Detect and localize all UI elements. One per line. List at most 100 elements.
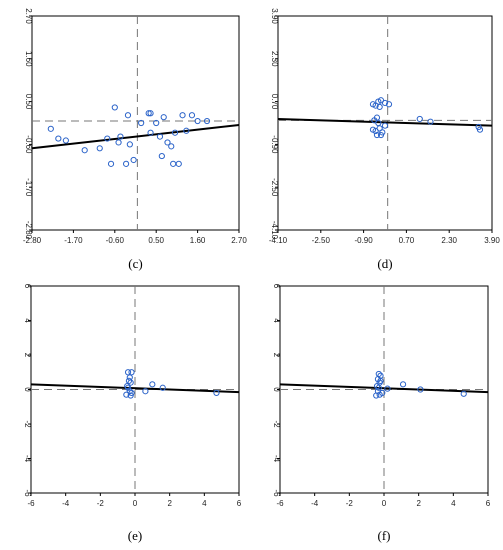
scatter-point [373,392,380,399]
x-tick-label: 3.90 [484,236,500,245]
scatter-point [399,381,407,388]
x-tick-label: -0.90 [354,236,373,245]
scatter-point [188,112,196,119]
scatter-point [381,99,389,107]
x-tick-label: -2.80 [23,236,42,245]
x-tick-label: 6 [237,499,242,508]
x-tick-label: 0.50 [148,236,164,245]
y-tick-label: 0 [272,387,281,392]
scatter-point [179,112,186,119]
scatter-point [416,115,423,123]
y-tick-label: 0 [23,387,32,392]
scatter-point [379,389,386,397]
scatter-point [111,104,118,111]
scatter-point [126,141,133,148]
scatter-point [159,384,166,391]
x-tick-label: -0.60 [106,236,125,245]
x-tick-label: -2.50 [312,236,331,245]
scatter-point [138,119,145,127]
scatter-point [427,118,434,125]
x-tick-label: 4 [202,499,207,508]
x-tick-label: 0.70 [399,236,415,245]
scatter-point [149,381,156,388]
panel-caption: (f) [378,528,391,543]
y-tick-label: -6 [272,489,281,497]
x-tick-label: -1.70 [64,236,83,245]
y-tick-label: 6 [23,284,32,289]
scatter-point [381,122,389,129]
scatter-point [55,135,62,142]
scatter-point [384,385,391,392]
plot-frame [277,15,493,231]
y-tick-label: 4 [272,318,281,323]
x-tick-label: 2 [167,499,172,508]
scatter-point [62,137,69,144]
panel-caption: (d) [377,256,392,271]
scatter-point [123,391,130,398]
x-tick-label: 0 [382,499,387,508]
scatter-point [145,110,152,117]
scatter-point [128,389,135,397]
x-tick-label: 1.60 [190,236,206,245]
scatter-point [171,129,179,136]
scatter-point [203,117,211,125]
fit-line [279,383,489,394]
y-tick-label: 4 [23,318,32,323]
y-tick-label: 2.70 [24,8,33,24]
scatter-point [104,135,111,142]
scatter-point [124,112,132,119]
y-tick-label: -2.50 [270,178,279,197]
scatter-point [47,125,54,132]
fit-line [30,383,240,394]
scatter-point [122,160,130,167]
chart-panel-2: -4.10 -2.50 -0.90 0.70 2.30 3.90 3.90 2.30 0.70 -… [269,8,500,271]
x-tick-label: 2.70 [231,236,247,245]
scatter-point [81,147,88,154]
x-tick-label: 0 [133,499,138,508]
scatter-point [376,103,383,111]
x-tick-label: 2 [416,499,421,508]
scatter-point [117,133,124,140]
fit-line [277,117,493,127]
y-tick-label: -4 [23,455,32,463]
scatter-point [164,139,171,146]
scatter-point [128,369,135,376]
y-tick-label: 2.30 [270,51,279,67]
scatter-point [160,114,167,121]
chart-panel-1: -2.80 -1.70 -0.60 0.50 1.60 2.70 2.70 1.60 0.50 -… [23,8,247,271]
y-tick-label: 6 [272,284,281,289]
chart-panel-3: -6 -4 -2 0 2 4 6 6 4 2 0 -2 -4 -6 (e) [23,284,242,543]
scatter-point [417,386,424,393]
scatter-point [156,133,164,140]
y-tick-label: 1.60 [24,51,33,67]
scatter-point [147,129,154,136]
fit-line [31,123,240,150]
y-tick-label: 0.70 [270,94,279,110]
scatter-point [175,160,182,167]
scatter-point [385,101,393,108]
scatter-point [170,160,177,167]
x-tick-label: -6 [276,499,284,508]
scatter-point [375,384,382,391]
scatter-point [213,389,220,397]
y-tick-label: -2 [23,420,32,428]
x-tick-label: -4 [62,499,70,508]
scatter-point [476,126,484,133]
panel-caption: (e) [128,528,142,543]
x-tick-label: -2 [346,499,354,508]
y-tick-label: 3.90 [270,8,279,24]
scatter-point [124,369,132,376]
scatter-point [183,127,190,134]
x-tick-label: 2.30 [441,236,457,245]
y-tick-label: -0.90 [270,135,279,154]
plot-frame [31,15,240,231]
scatter-point [115,139,122,146]
y-tick-label: -2 [272,420,281,428]
scatter-point [130,156,137,164]
scatter-point [127,379,134,386]
scatter-point [127,392,134,399]
scatter-point [158,152,165,160]
x-tick-label: -6 [27,499,35,508]
scatter-point [153,119,160,127]
